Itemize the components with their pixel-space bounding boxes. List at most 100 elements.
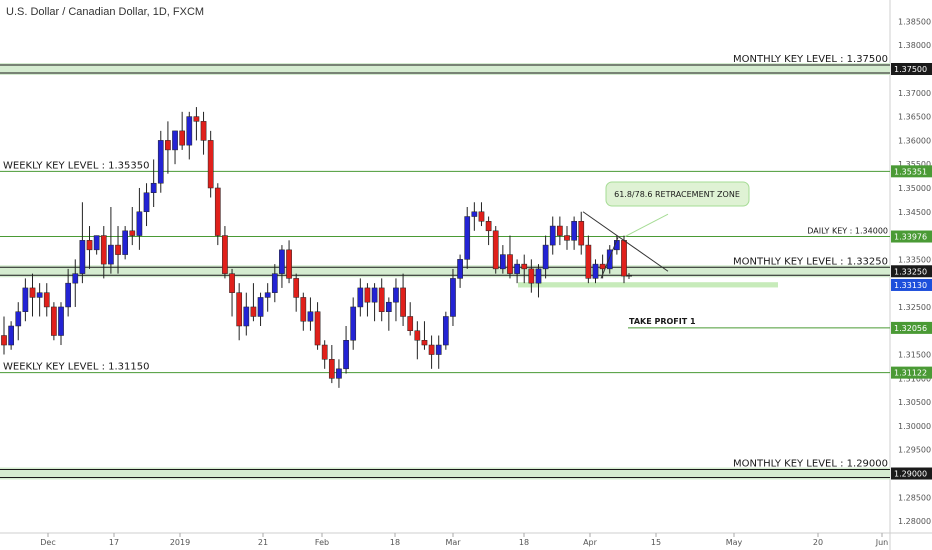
price-badge: [891, 321, 932, 334]
candle-body: [100, 235, 107, 265]
candle-body: [250, 306, 257, 317]
x-tick-label: Mar: [445, 538, 461, 547]
candle-body: [200, 121, 207, 141]
x-tick-label: May: [726, 538, 743, 547]
candle-body: [528, 268, 535, 284]
candle-body: [471, 211, 478, 217]
price-badge-label: 1.29000: [894, 470, 927, 479]
candle-body: [136, 211, 143, 236]
candle-body: [564, 235, 570, 241]
y-tick-label: 1.35000: [898, 184, 931, 193]
candle-body: [421, 340, 428, 346]
candle-body: [22, 287, 29, 312]
callout-label: 61.8/78.6 RETRACEMENT ZONE: [614, 190, 740, 199]
candle-body: [8, 325, 14, 346]
candle-body: [435, 344, 442, 355]
y-tick-label: 1.38500: [898, 17, 931, 26]
candle-body: [492, 230, 499, 270]
x-tick-label: 18: [519, 538, 529, 547]
price-badge-label: 1.33250: [894, 267, 927, 276]
candle-body: [371, 287, 378, 303]
candle-body: [571, 221, 577, 241]
y-tick-label: 1.31500: [898, 351, 931, 360]
candle-body: [214, 187, 221, 236]
candle-body: [36, 292, 43, 298]
candle-body: [542, 244, 549, 270]
candle-body: [549, 225, 556, 246]
candle-body: [343, 340, 349, 370]
candle-body: [79, 240, 86, 274]
x-tick-label: Jun: [875, 538, 889, 547]
candle-body: [321, 344, 328, 360]
candle-body: [86, 240, 93, 251]
x-tick-label: 21: [258, 538, 268, 547]
candle-body: [464, 216, 471, 260]
candle-body: [535, 268, 542, 284]
retracement-zone-box: [518, 282, 778, 288]
y-tick-label: 1.35500: [898, 160, 931, 169]
candle-body: [521, 263, 528, 270]
key-level-label: TAKE PROFIT 1: [629, 317, 696, 326]
y-tick-label: 1.36000: [898, 136, 931, 145]
key-level-label: DAILY KEY : 1.34000: [807, 227, 888, 236]
candle-body: [129, 230, 136, 236]
candle-body: [428, 344, 435, 355]
y-tick-label: 1.37000: [898, 89, 931, 98]
candle-body: [378, 287, 385, 312]
price-badge-label: 1.31122: [894, 369, 927, 378]
callout-box: [605, 181, 750, 207]
candle-body: [393, 287, 399, 303]
candle-body: [307, 311, 314, 322]
y-tick-label: 1.28500: [898, 493, 931, 502]
x-tick-label: Dec: [40, 538, 55, 547]
candle-body: [500, 254, 506, 270]
candle-body: [364, 287, 371, 303]
y-tick-label: 1.33500: [898, 255, 931, 264]
candle-body: [179, 130, 186, 146]
key-level-zone: [0, 467, 890, 480]
candle-body: [1, 335, 7, 346]
y-tick-label: 1.30000: [898, 422, 931, 431]
candle-body: [193, 116, 200, 122]
candle-body: [15, 311, 22, 327]
candle-body: [450, 278, 456, 317]
candle-body: [507, 254, 513, 274]
x-tick-label: 17: [109, 538, 119, 547]
price-badge: [891, 467, 932, 480]
price-badge: [891, 63, 932, 76]
current-price-badge: [891, 278, 932, 291]
key-level-label: MONTHLY KEY LEVEL : 1.37500: [733, 54, 888, 65]
y-tick-label: 1.28000: [898, 517, 931, 526]
candle-body: [485, 221, 492, 232]
price-badge: [891, 366, 932, 379]
candle-body: [58, 306, 64, 336]
candle-body: [279, 249, 285, 274]
key-level-label: MONTHLY KEY LEVEL : 1.29000: [733, 459, 888, 470]
candle-body: [43, 292, 50, 308]
candle-body: [357, 287, 364, 308]
candle-body: [143, 192, 150, 213]
y-tick-label: 1.31000: [898, 374, 931, 383]
price-badge-label: 1.33976: [894, 233, 927, 242]
price-badge: [891, 165, 932, 178]
key-level-label: WEEKLY KEY LEVEL : 1.35350: [3, 160, 149, 171]
x-tick-label: Apr: [583, 538, 598, 547]
price-badge: [891, 230, 932, 243]
y-tick-label: 1.36500: [898, 113, 931, 122]
callout-pointer: [624, 213, 669, 237]
y-tick-label: 1.32500: [898, 303, 931, 312]
price-badge-label: 1.35351: [894, 167, 927, 176]
key-level-label: MONTHLY KEY LEVEL : 1.33250: [733, 256, 888, 267]
candle-body: [150, 182, 157, 193]
x-tick-label: 18: [390, 538, 400, 547]
candle-body: [478, 211, 485, 222]
candle-body: [243, 306, 250, 327]
trendline: [600, 237, 619, 279]
candle-body: [514, 263, 520, 274]
candle-body: [328, 359, 335, 379]
candle-body: [65, 282, 71, 308]
candle-body: [93, 235, 100, 251]
y-tick-label: 1.30500: [898, 398, 931, 407]
price-badge-label: 1.32056: [894, 324, 927, 333]
